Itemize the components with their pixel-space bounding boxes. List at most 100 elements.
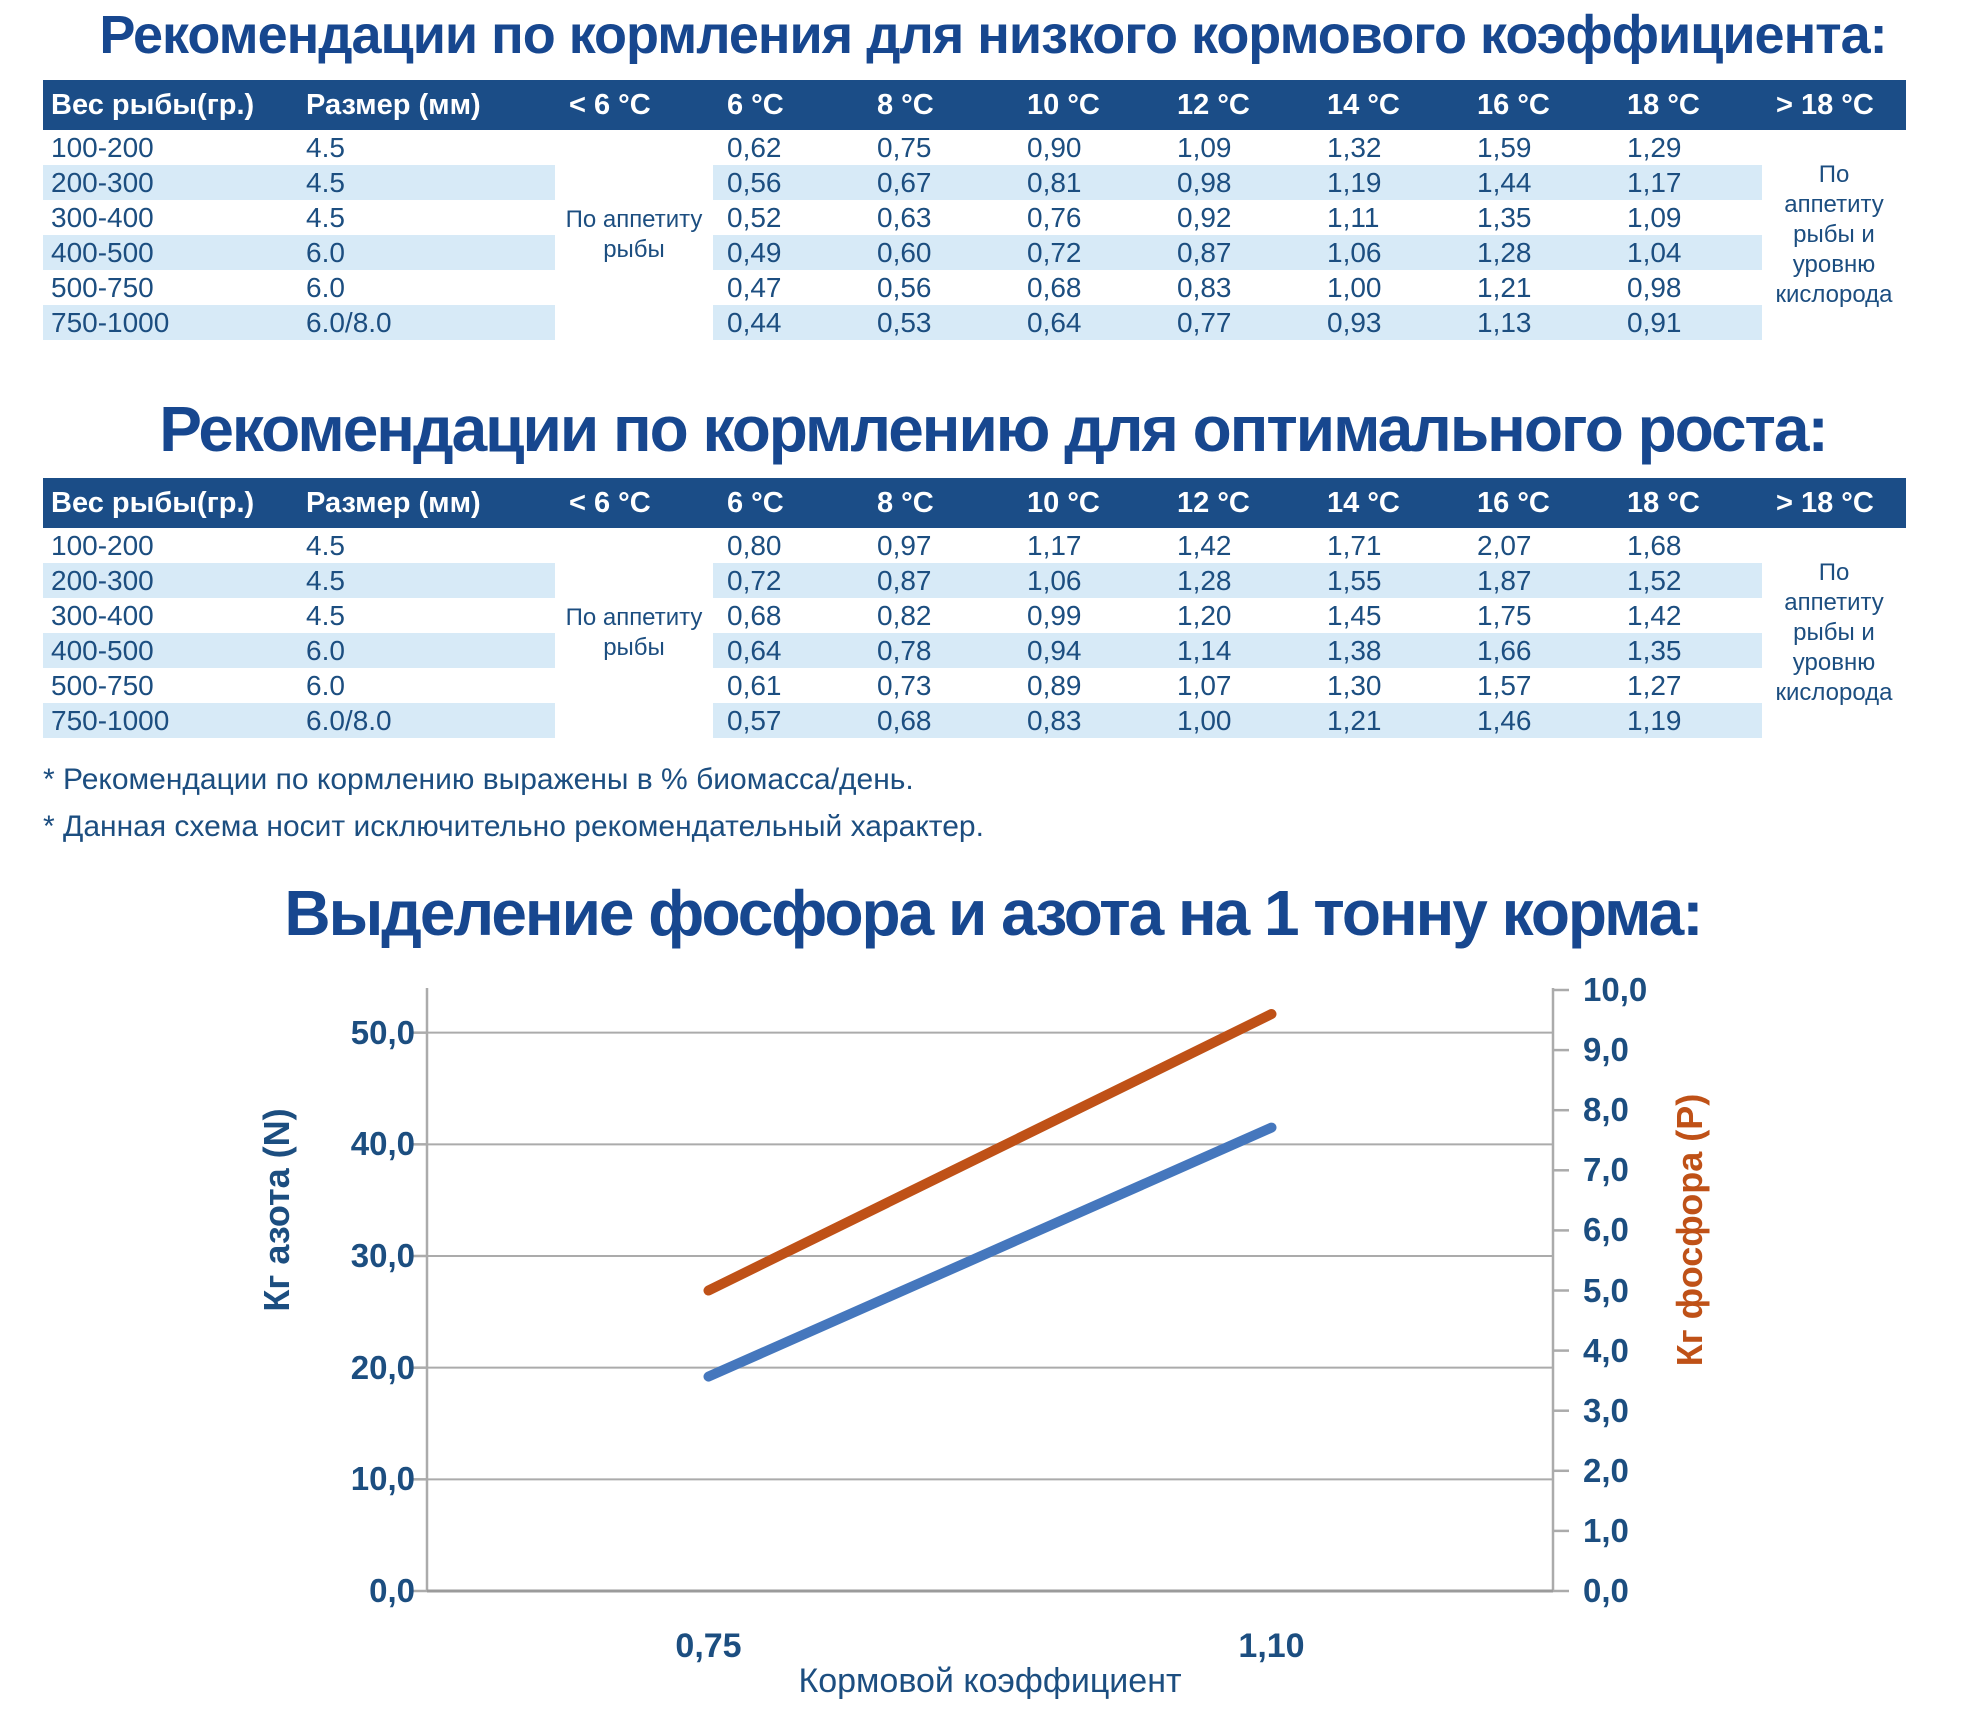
column-header: 10 °C [1013,478,1163,528]
nitrogen-line [703,1122,1277,1382]
value-cell: 0,49 [713,235,863,270]
value-cell: 0,68 [1027,272,1082,303]
cold-temperature-note: По аппетиту рыбы [565,604,703,661]
column-header: 6 °C [713,478,863,528]
column-header: 8 °C [863,478,1013,528]
value-cell: 0,62 [727,132,782,163]
value-cell: 1,09 [1177,132,1232,163]
value-cell: 0,53 [863,305,1013,340]
value-cell: 0,68 [727,600,782,631]
value-cell: 1,87 [1463,563,1613,598]
value-cell: 0,93 [1313,305,1463,340]
value-cell: 1,75 [1477,600,1532,631]
size-cell: 6.0 [298,235,555,270]
weight-cell: 400-500 [43,235,298,270]
value-cell: 0,75 [877,132,932,163]
column-header: > 18 °C [1762,478,1906,528]
weight-cell: 300-400 [51,202,154,233]
x-axis-tick: 0,75 [675,1627,742,1665]
left-axis-tick: 10,0 [350,1460,415,1498]
value-cell: 2,07 [1477,530,1532,561]
value-cell: 1,06 [1313,235,1463,270]
footnote-biomass: * Рекомендации по кормлению выражены в %… [43,763,914,796]
value-cell: 1,32 [1327,132,1382,163]
size-cell: 4.5 [306,530,345,561]
column-header: Вес рыбы(гр.) [43,80,298,130]
weight-cell: 750-1000 [43,305,298,340]
weight-cell: 500-750 [51,670,154,701]
value-cell: 1,59 [1477,132,1532,163]
value-cell: 0,64 [1013,305,1163,340]
value-cell: 1,00 [1163,703,1313,738]
value-cell: 0,64 [713,633,863,668]
value-cell: 1,11 [1327,202,1380,233]
value-cell: 0,98 [1627,272,1682,303]
value-cell: 0,92 [1177,202,1232,233]
column-header: 10 °C [1013,80,1163,130]
column-header: Размер (мм) [298,478,555,528]
value-cell: 0,72 [1013,235,1163,270]
weight-cell: 200-300 [43,165,298,200]
value-cell: 1,42 [1177,530,1232,561]
value-cell: 1,71 [1327,530,1382,561]
value-cell: 0,56 [877,272,932,303]
value-cell: 0,52 [727,202,782,233]
column-header: Размер (мм) [298,80,555,130]
warm-temperature-note: По аппетиту рыбы и уровню кислорода [1775,161,1893,308]
size-cell: 6.0 [306,670,345,701]
value-cell: 1,28 [1463,235,1613,270]
value-cell: 1,19 [1313,165,1463,200]
value-cell: 0,61 [727,670,782,701]
value-cell: 1,30 [1327,670,1382,701]
value-cell: 0,56 [713,165,863,200]
value-cell: 0,68 [863,703,1013,738]
value-cell: 0,60 [863,235,1013,270]
column-header: 18 °C [1613,80,1762,130]
value-cell: 1,29 [1627,132,1682,163]
value-cell: 0,89 [1027,670,1082,701]
size-cell: 6.0/8.0 [298,703,555,738]
column-header: 14 °C [1313,478,1463,528]
value-cell: 0,72 [713,563,863,598]
size-cell: 6.0 [298,633,555,668]
value-cell: 1,35 [1613,633,1762,668]
value-cell: 1,13 [1463,305,1613,340]
phosphorus-line [703,1009,1277,1296]
value-cell: 0,83 [1013,703,1163,738]
right-axis-tick: 8,0 [1583,1091,1629,1129]
column-header: 8 °C [863,80,1013,130]
table1-title: Рекомендации по кормления для низкого ко… [99,5,1887,65]
right-axis-tick: 9,0 [1583,1031,1629,1069]
value-cell: 1,52 [1613,563,1762,598]
value-cell: 0,44 [713,305,863,340]
value-cell: 1,17 [1027,530,1082,561]
left-axis-tick: 30,0 [350,1237,415,1274]
weight-cell: 750-1000 [43,703,298,738]
value-cell: 1,19 [1613,703,1762,738]
value-cell: 0,91 [1613,305,1762,340]
value-cell: 1,00 [1327,272,1382,303]
value-cell: 0,73 [877,670,932,701]
value-cell: 0,99 [1027,600,1082,631]
column-header: > 18 °C [1762,80,1906,130]
chart-title: Выделение фосфора и азота на 1 тонну кор… [284,877,1703,949]
x-axis-tick: 1,10 [1238,1627,1305,1665]
weight-cell: 300-400 [51,600,154,631]
weight-cell: 100-200 [51,132,154,163]
left-axis-label: Кг азота (N) [256,1108,297,1312]
column-header: 12 °C [1163,478,1313,528]
value-cell: 1,57 [1477,670,1532,701]
value-cell: 1,06 [1013,563,1163,598]
size-cell: 4.5 [298,563,555,598]
right-axis-tick: 5,0 [1583,1271,1629,1309]
value-cell: 0,97 [877,530,932,561]
value-cell: 1,21 [1477,272,1532,303]
value-cell: 1,55 [1313,563,1463,598]
column-header: 14 °C [1313,80,1463,130]
value-cell: 0,87 [863,563,1013,598]
left-axis-tick: 40,0 [350,1125,415,1163]
value-cell: 0,67 [863,165,1013,200]
weight-cell: 100-200 [51,530,154,561]
value-cell: 1,38 [1313,633,1463,668]
